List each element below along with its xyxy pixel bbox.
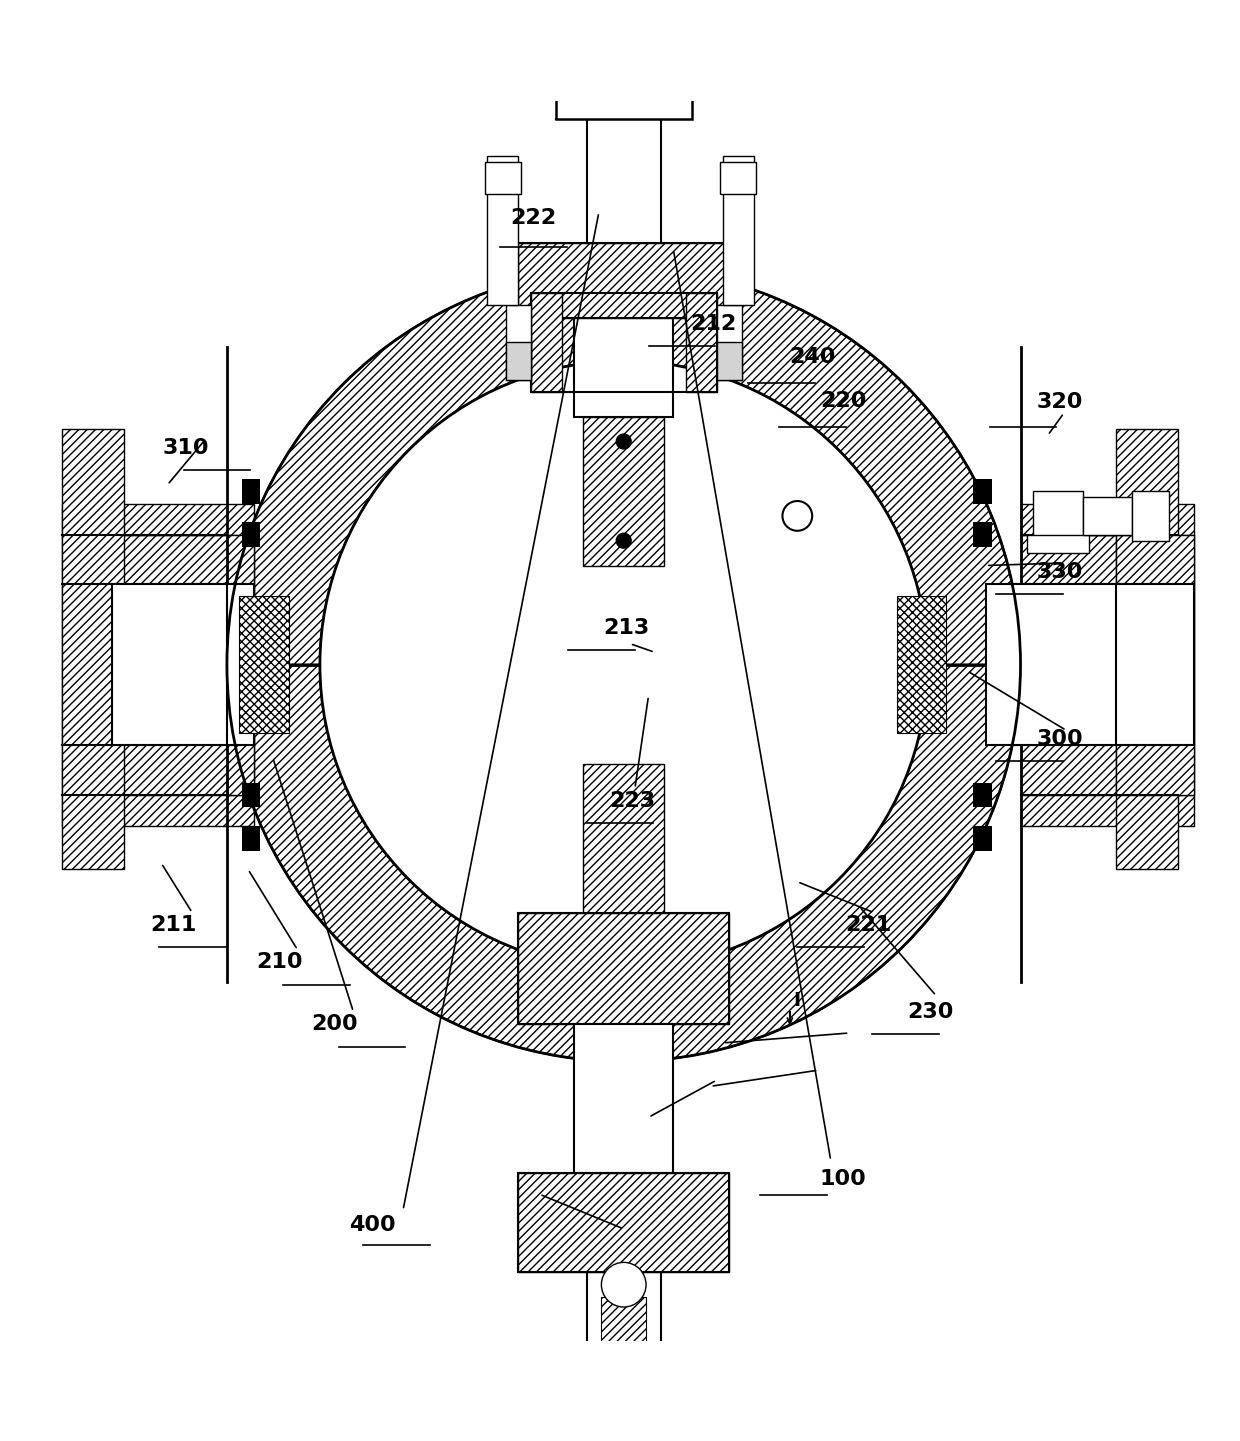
Bar <box>1116 535 1194 795</box>
Bar <box>531 293 562 392</box>
Bar <box>686 293 717 392</box>
Text: 223: 223 <box>609 791 656 811</box>
Bar <box>62 503 254 535</box>
Text: 230: 230 <box>906 1001 954 1022</box>
Circle shape <box>601 1262 646 1307</box>
Bar <box>717 343 742 379</box>
Bar <box>584 764 665 912</box>
Bar <box>62 795 254 826</box>
Bar <box>1021 535 1194 795</box>
Bar <box>239 597 289 733</box>
Text: 212: 212 <box>689 314 737 334</box>
Bar <box>518 912 729 1025</box>
Text: 310: 310 <box>162 438 210 458</box>
Bar <box>518 912 729 1025</box>
Polygon shape <box>242 826 260 850</box>
Circle shape <box>320 360 928 968</box>
Bar <box>518 244 729 317</box>
Text: 400: 400 <box>348 1215 396 1235</box>
Bar <box>1116 429 1178 869</box>
Text: I: I <box>794 991 801 1010</box>
Bar <box>720 163 756 193</box>
Text: 210: 210 <box>255 953 303 973</box>
Bar <box>1116 584 1194 745</box>
Polygon shape <box>973 782 992 807</box>
Bar <box>556 0 692 120</box>
Bar <box>1021 503 1194 535</box>
Bar <box>518 1173 729 1272</box>
Bar <box>601 1297 646 1372</box>
Text: 300: 300 <box>1037 729 1084 749</box>
Bar <box>897 597 946 733</box>
Polygon shape <box>227 664 1021 1062</box>
Polygon shape <box>242 522 260 548</box>
Polygon shape <box>242 782 260 807</box>
Bar <box>587 120 661 244</box>
Bar <box>574 268 673 416</box>
Bar <box>1033 491 1083 540</box>
Bar <box>587 1272 661 1383</box>
Bar <box>1083 497 1132 535</box>
Bar <box>986 584 1122 745</box>
Bar <box>531 293 717 392</box>
Bar <box>500 1383 748 1434</box>
Text: 220: 220 <box>820 391 867 411</box>
Bar <box>717 305 742 379</box>
Bar <box>506 305 531 379</box>
Bar <box>62 429 124 869</box>
Bar <box>574 1025 673 1173</box>
Circle shape <box>616 533 631 548</box>
Bar <box>518 244 729 317</box>
Bar <box>1027 535 1089 553</box>
Bar <box>1132 491 1169 540</box>
Bar <box>227 584 254 745</box>
Text: 211: 211 <box>150 915 197 935</box>
Polygon shape <box>973 478 992 503</box>
Text: 320: 320 <box>1037 392 1084 412</box>
Circle shape <box>616 434 631 450</box>
Bar <box>584 416 665 565</box>
Polygon shape <box>973 522 992 548</box>
Bar <box>500 1383 748 1434</box>
Bar <box>711 1434 735 1441</box>
Bar <box>512 1434 537 1441</box>
Bar <box>112 584 254 745</box>
Text: 222: 222 <box>510 209 557 228</box>
Circle shape <box>782 501 812 530</box>
Text: 240: 240 <box>789 347 836 367</box>
Bar <box>487 156 518 305</box>
Bar <box>485 163 521 193</box>
Text: 221: 221 <box>844 915 892 935</box>
Polygon shape <box>227 268 1021 664</box>
Bar <box>1021 795 1194 826</box>
Bar <box>62 535 254 795</box>
Text: 213: 213 <box>603 618 650 637</box>
Bar <box>506 343 531 379</box>
Bar <box>518 1173 729 1272</box>
Text: 330: 330 <box>1037 562 1084 582</box>
Text: 200: 200 <box>311 1014 358 1035</box>
Bar <box>227 535 254 795</box>
Polygon shape <box>973 826 992 850</box>
Polygon shape <box>242 478 260 503</box>
Text: 100: 100 <box>820 1169 867 1189</box>
Bar <box>723 156 754 305</box>
